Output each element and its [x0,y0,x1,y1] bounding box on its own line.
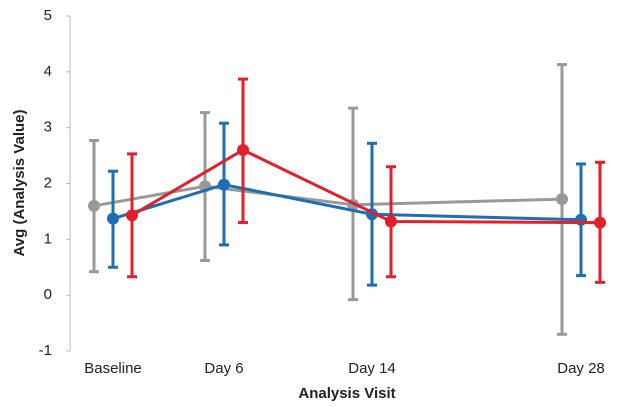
x-tick-label: Day 14 [348,360,396,377]
x-tick-label: Day 6 [204,360,243,377]
series-line [112,183,582,222]
y-tick-label: 3 [44,119,52,136]
y-tick-label: 1 [44,230,52,247]
point [88,199,100,212]
point [126,209,138,222]
point [385,215,397,228]
point [218,178,230,191]
x-tick-label: Day 28 [557,360,605,377]
y-tick-label: 4 [44,63,52,80]
y-axis-label: Avg (Analysis Value) [11,109,28,256]
y-tick-label: -1 [39,342,52,359]
point [556,193,568,206]
x-axis-label: Analysis Visit [298,385,395,402]
series-line [131,148,601,225]
point [237,144,249,156]
point [107,212,119,225]
point [594,216,606,229]
x-tick-label: Baseline [84,360,142,377]
y-tick-label: 5 [44,7,52,24]
y-tick-label: 2 [44,174,52,191]
y-tick-label: 0 [44,286,52,303]
